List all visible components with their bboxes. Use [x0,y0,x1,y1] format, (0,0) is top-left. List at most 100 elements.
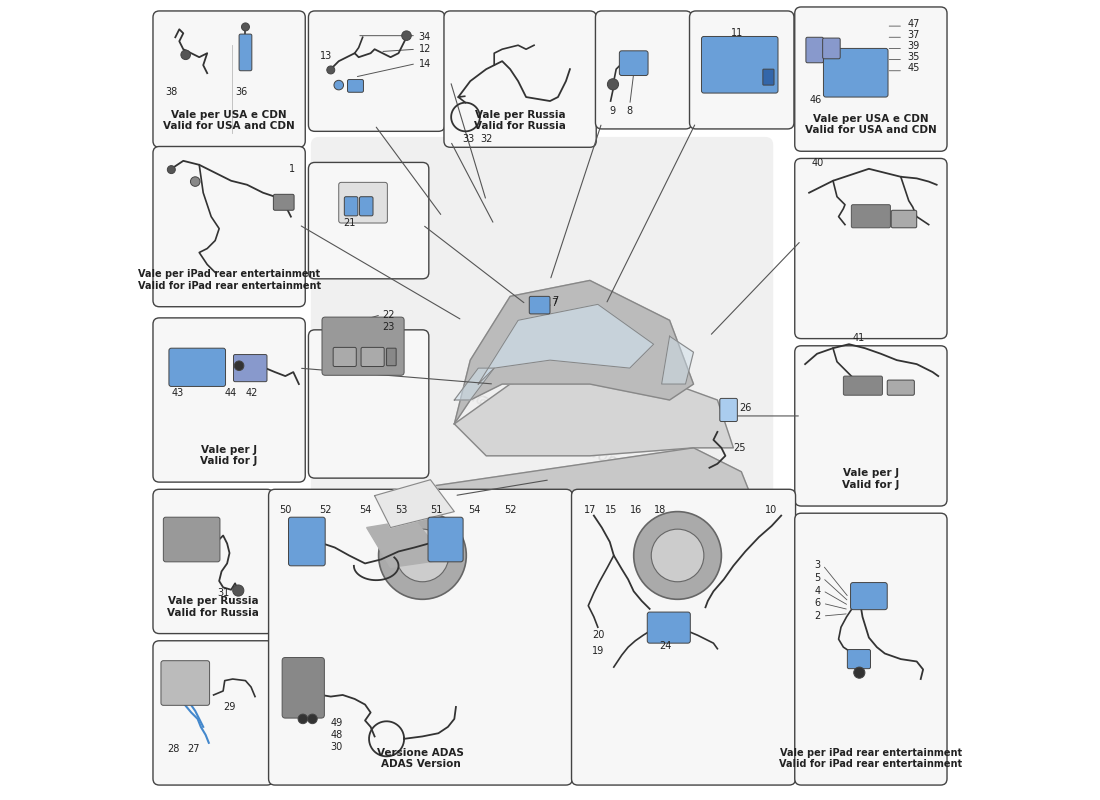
Text: Versione ADAS
ADAS Version: Versione ADAS ADAS Version [377,747,464,769]
FancyBboxPatch shape [702,37,778,93]
FancyBboxPatch shape [163,517,220,562]
Circle shape [634,512,722,599]
Text: 52: 52 [504,505,516,515]
Circle shape [378,512,466,599]
Circle shape [233,585,244,596]
FancyBboxPatch shape [806,38,824,62]
Text: 53: 53 [395,505,407,515]
FancyBboxPatch shape [690,11,794,129]
FancyBboxPatch shape [595,11,692,129]
Text: 31: 31 [218,588,230,598]
FancyBboxPatch shape [339,182,387,223]
FancyBboxPatch shape [888,380,914,395]
Text: 22: 22 [383,310,395,320]
Text: 18: 18 [653,505,667,515]
Text: Vale per USA e CDN
Valid for USA and CDN: Vale per USA e CDN Valid for USA and CDN [805,114,937,135]
Text: 21: 21 [343,218,355,228]
Text: 23: 23 [383,322,395,332]
FancyBboxPatch shape [794,7,947,151]
Text: 54: 54 [469,505,481,515]
Circle shape [190,177,200,186]
FancyBboxPatch shape [794,346,947,506]
Text: Vale per Russia
Valid for Russia: Vale per Russia Valid for Russia [167,596,260,618]
Text: 45: 45 [908,63,920,74]
Text: 2: 2 [815,611,821,621]
FancyBboxPatch shape [333,347,356,366]
Polygon shape [454,368,734,456]
Text: 19: 19 [592,646,605,656]
FancyBboxPatch shape [308,11,444,131]
Polygon shape [454,281,693,424]
Text: 52: 52 [319,505,331,515]
Text: Vale per J
Valid for J: Vale per J Valid for J [843,469,900,490]
FancyBboxPatch shape [361,347,384,366]
FancyBboxPatch shape [386,348,396,366]
FancyBboxPatch shape [444,11,596,147]
FancyBboxPatch shape [308,162,429,279]
Polygon shape [375,480,454,527]
Text: Vale per iPad rear entertainment
Valid for iPad rear entertainment: Vale per iPad rear entertainment Valid f… [138,269,321,290]
FancyBboxPatch shape [348,79,363,92]
FancyBboxPatch shape [844,376,882,395]
FancyBboxPatch shape [161,661,210,706]
FancyBboxPatch shape [824,49,888,97]
FancyBboxPatch shape [308,330,429,478]
Text: 51: 51 [430,505,443,515]
FancyBboxPatch shape [268,490,572,785]
FancyBboxPatch shape [647,612,691,643]
Text: 50: 50 [279,505,292,515]
Polygon shape [366,519,447,567]
FancyBboxPatch shape [428,517,463,562]
Text: 4: 4 [815,586,821,595]
Text: 43: 43 [172,388,184,398]
FancyBboxPatch shape [239,34,252,70]
Text: 48: 48 [331,730,343,740]
FancyBboxPatch shape [823,38,840,58]
Text: 12: 12 [418,44,431,54]
FancyBboxPatch shape [153,490,274,634]
FancyBboxPatch shape [282,658,324,718]
Text: 42: 42 [245,388,257,398]
FancyBboxPatch shape [153,641,274,785]
Text: 49: 49 [331,718,343,728]
Text: 24: 24 [659,641,672,650]
Text: 10: 10 [764,505,777,515]
FancyBboxPatch shape [850,582,888,610]
Text: 7: 7 [552,296,559,306]
FancyBboxPatch shape [344,197,358,216]
FancyBboxPatch shape [891,210,916,228]
Text: 36: 36 [235,87,248,98]
Circle shape [308,714,317,724]
FancyBboxPatch shape [572,490,795,785]
Circle shape [607,78,618,90]
Text: 9: 9 [609,106,615,117]
Text: 46: 46 [810,95,822,106]
Text: 13: 13 [320,50,332,61]
Circle shape [327,66,334,74]
Text: 16: 16 [630,505,642,515]
Text: 38: 38 [165,87,177,98]
Text: 35: 35 [908,52,920,62]
FancyBboxPatch shape [847,650,870,669]
Text: 14: 14 [418,58,431,69]
FancyBboxPatch shape [794,158,947,338]
Circle shape [396,529,449,582]
Text: accessoriferrari.com: accessoriferrari.com [476,392,624,472]
FancyBboxPatch shape [288,517,326,566]
FancyBboxPatch shape [153,318,306,482]
Text: accessoriferrari.com: accessoriferrari.com [463,385,637,479]
FancyBboxPatch shape [794,514,947,785]
Text: 7: 7 [551,298,558,308]
Text: 39: 39 [908,41,920,51]
Text: 32: 32 [481,134,493,143]
Circle shape [180,50,190,59]
Circle shape [234,361,244,370]
Text: 20: 20 [592,630,605,640]
Text: 1: 1 [289,164,296,174]
Text: 37: 37 [908,30,920,40]
FancyBboxPatch shape [851,205,890,228]
Text: 28: 28 [167,744,179,754]
Circle shape [334,80,343,90]
Polygon shape [478,304,653,384]
Text: 11: 11 [732,28,744,38]
